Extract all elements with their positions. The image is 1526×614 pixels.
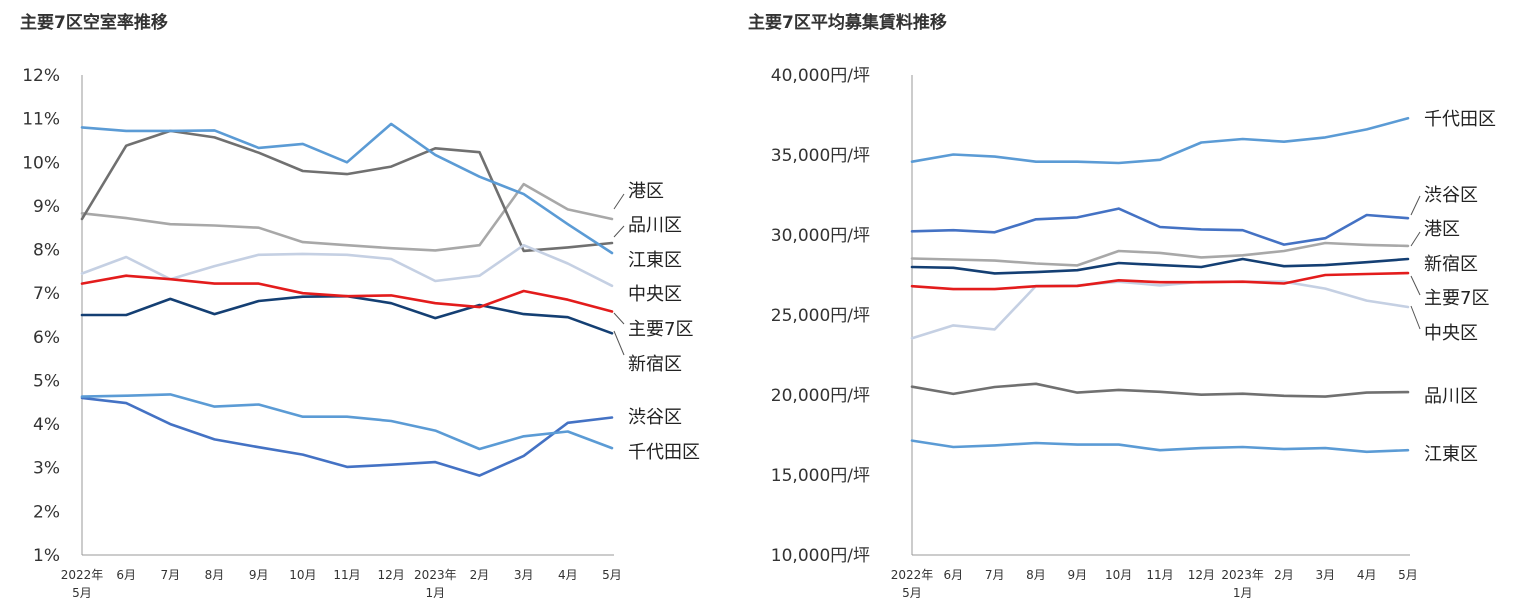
series-label: 品川区 xyxy=(628,215,682,236)
y-tick-label: 1% xyxy=(33,546,60,566)
series-line-千代田区 xyxy=(80,393,614,451)
y-tick-label: 7% xyxy=(33,284,60,304)
series-line-港区 xyxy=(910,241,1410,267)
series-label: 中央区 xyxy=(1424,323,1478,344)
y-tick-label: 25,000円/坪 xyxy=(771,306,870,326)
y-tick-label: 30,000円/坪 xyxy=(771,226,870,246)
series-label: 千代田区 xyxy=(628,442,700,463)
series-line-渋谷区 xyxy=(80,396,614,477)
series-line-千代田区 xyxy=(910,116,1410,165)
series-line-品川区 xyxy=(80,129,614,253)
series-label: 港区 xyxy=(1424,219,1460,240)
series-label: 江東区 xyxy=(628,250,682,271)
series-label: 中央区 xyxy=(628,284,682,305)
x-tick-label-sub: 5月 xyxy=(902,586,922,600)
series-line-新宿区 xyxy=(910,257,1410,275)
series-label: 品川区 xyxy=(1424,386,1478,407)
x-tick-label: 8月 xyxy=(205,568,225,582)
x-tick-label: 2022年 xyxy=(891,568,934,582)
y-tick-label: 12% xyxy=(22,66,60,86)
y-tick-label: 35,000円/坪 xyxy=(771,146,870,166)
x-tick-label-sub: 5月 xyxy=(72,586,92,600)
series-label: 新宿区 xyxy=(1424,254,1478,275)
x-tick-label: 9月 xyxy=(249,568,269,582)
series-label: 江東区 xyxy=(1424,444,1478,465)
x-tick-label: 2月 xyxy=(470,568,490,582)
x-tick-label: 12月 xyxy=(1188,568,1215,582)
y-tick-label: 10% xyxy=(22,153,60,173)
x-tick-label: 3月 xyxy=(514,568,534,582)
x-tick-label: 6月 xyxy=(944,568,964,582)
y-tick-label: 40,000円/坪 xyxy=(771,66,870,86)
label-leader-line xyxy=(613,312,625,325)
series-line-江東区 xyxy=(80,122,614,255)
series-line-主要7区 xyxy=(80,274,614,313)
label-leader-line xyxy=(1410,305,1421,330)
series-line-品川区 xyxy=(910,382,1410,398)
series-label: 主要7区 xyxy=(628,319,693,340)
series-line-港区 xyxy=(80,182,614,252)
series-line-中央区 xyxy=(910,280,1410,340)
y-tick-label: 4% xyxy=(33,415,60,435)
y-tick-label: 8% xyxy=(33,241,60,261)
x-tick-label: 2023年 xyxy=(1221,568,1264,582)
x-tick-label: 2022年 xyxy=(61,568,104,582)
series-line-新宿区 xyxy=(80,294,614,335)
x-tick-label: 11月 xyxy=(333,568,360,582)
chart-vacancy: 1% 2% 3% 4% 5% 6% 7% 8% 9% 10% 11% 12% 2022年 5月 6月 7月 8月… xyxy=(22,66,700,600)
x-tick-label: 8月 xyxy=(1026,568,1046,582)
x-tick-label: 3月 xyxy=(1316,568,1336,582)
series-line-江東区 xyxy=(910,439,1410,454)
x-tick-label: 10月 xyxy=(289,568,316,582)
series-line-主要7区 xyxy=(910,271,1410,291)
x-tick-label-sub: 1月 xyxy=(1233,586,1253,600)
vacancy-chart-title: 主要7区空室率推移 xyxy=(20,13,168,33)
x-tick-label: 2月 xyxy=(1274,568,1294,582)
x-tick-label: 2023年 xyxy=(414,568,457,582)
y-tick-label: 3% xyxy=(33,459,60,479)
label-leader-line xyxy=(613,330,625,356)
x-tick-label: 7月 xyxy=(161,568,181,582)
rent-chart-title: 主要7区平均募集賃料推移 xyxy=(748,13,947,33)
x-tick-label: 7月 xyxy=(985,568,1005,582)
x-tick-label: 11月 xyxy=(1146,568,1173,582)
series-label: 港区 xyxy=(628,181,664,202)
x-tick-label-sub: 1月 xyxy=(426,586,446,600)
y-tick-label: 15,000円/坪 xyxy=(771,466,870,486)
label-leader-line xyxy=(613,225,625,238)
x-tick-label: 4月 xyxy=(1357,568,1377,582)
x-tick-label: 5月 xyxy=(1398,568,1418,582)
y-tick-label: 10,000円/坪 xyxy=(771,546,870,566)
x-tick-label: 9月 xyxy=(1068,568,1088,582)
x-tick-label: 5月 xyxy=(602,568,622,582)
y-tick-label: 9% xyxy=(33,197,60,217)
y-tick-label: 6% xyxy=(33,328,60,348)
series-label: 渋谷区 xyxy=(1424,185,1478,206)
y-tick-label: 20,000円/坪 xyxy=(771,386,870,406)
y-tick-label: 11% xyxy=(22,110,60,130)
label-leader-line xyxy=(1410,231,1421,247)
series-line-渋谷区 xyxy=(910,207,1410,246)
label-leader-line xyxy=(1410,275,1421,296)
x-tick-label: 10月 xyxy=(1105,568,1132,582)
series-label: 千代田区 xyxy=(1424,109,1496,130)
label-leader-line xyxy=(613,193,625,210)
y-tick-label: 5% xyxy=(33,371,60,391)
series-label: 新宿区 xyxy=(628,354,682,375)
y-tick-label: 2% xyxy=(33,502,60,522)
series-label: 主要7区 xyxy=(1424,288,1489,309)
x-tick-label: 12月 xyxy=(378,568,405,582)
x-tick-label: 6月 xyxy=(116,568,136,582)
chart-rent: 10,000円/坪 15,000円/坪 20,000円/坪 25,000円/坪 30,0… xyxy=(771,66,1496,600)
x-tick-label: 4月 xyxy=(558,568,578,582)
series-label: 渋谷区 xyxy=(628,407,682,428)
label-leader-line xyxy=(1410,195,1421,216)
